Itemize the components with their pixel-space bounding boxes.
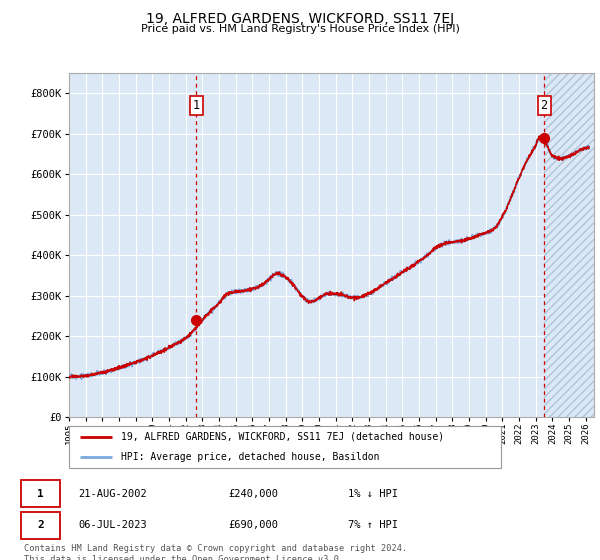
Text: 2: 2 xyxy=(541,99,548,112)
Text: Price paid vs. HM Land Registry's House Price Index (HPI): Price paid vs. HM Land Registry's House … xyxy=(140,24,460,34)
Text: 7% ↑ HPI: 7% ↑ HPI xyxy=(348,520,398,530)
Text: 21-AUG-2002: 21-AUG-2002 xyxy=(78,489,147,499)
Text: HPI: Average price, detached house, Basildon: HPI: Average price, detached house, Basi… xyxy=(121,452,379,461)
Text: 2: 2 xyxy=(37,520,44,530)
Text: 1: 1 xyxy=(37,489,44,499)
Text: 19, ALFRED GARDENS, WICKFORD, SS11 7EJ: 19, ALFRED GARDENS, WICKFORD, SS11 7EJ xyxy=(146,12,454,26)
Text: 06-JUL-2023: 06-JUL-2023 xyxy=(78,520,147,530)
Text: £690,000: £690,000 xyxy=(228,520,278,530)
Text: 1% ↓ HPI: 1% ↓ HPI xyxy=(348,489,398,499)
Text: 1: 1 xyxy=(193,99,200,112)
Text: £240,000: £240,000 xyxy=(228,489,278,499)
Text: Contains HM Land Registry data © Crown copyright and database right 2024.
This d: Contains HM Land Registry data © Crown c… xyxy=(24,544,407,560)
Text: 19, ALFRED GARDENS, WICKFORD, SS11 7EJ (detached house): 19, ALFRED GARDENS, WICKFORD, SS11 7EJ (… xyxy=(121,432,444,441)
Bar xyxy=(544,73,594,417)
